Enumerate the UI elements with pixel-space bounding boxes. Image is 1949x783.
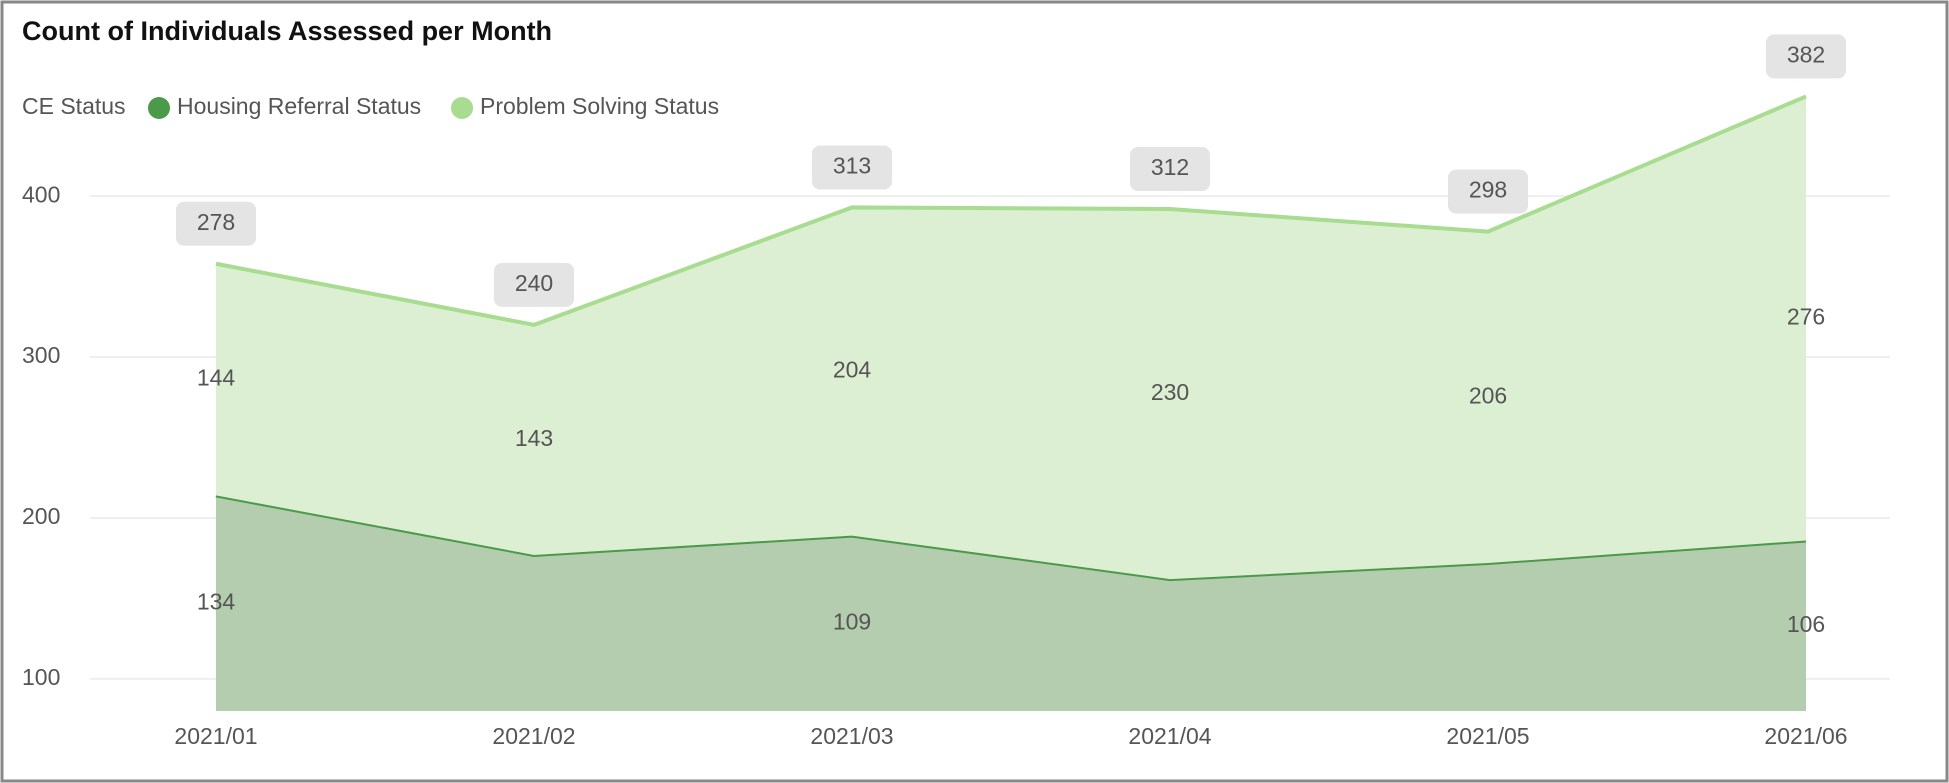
x-tick-label: 2021/02 bbox=[492, 723, 575, 749]
x-tick-label: 2021/04 bbox=[1128, 723, 1211, 749]
x-tick-label: 2021/06 bbox=[1764, 723, 1847, 749]
total-label-box bbox=[1766, 34, 1846, 79]
y-tick-label: 300 bbox=[22, 342, 60, 368]
chart-title: Count of Individuals Assessed per Month bbox=[22, 16, 552, 46]
total-label: 312 bbox=[1151, 154, 1189, 180]
data-label: 230 bbox=[1151, 379, 1189, 405]
total-label: 278 bbox=[197, 209, 235, 235]
legend-marker bbox=[148, 97, 170, 119]
area bbox=[216, 495, 1806, 711]
legend-title: CE Status bbox=[22, 93, 126, 119]
data-label: 144 bbox=[197, 365, 236, 391]
data-label: 143 bbox=[515, 425, 553, 451]
total-label: 313 bbox=[833, 153, 871, 179]
data-label: 106 bbox=[1787, 611, 1825, 637]
total-label: 382 bbox=[1787, 42, 1825, 68]
data-label: 134 bbox=[197, 588, 236, 614]
data-label: 109 bbox=[833, 608, 871, 634]
x-tick-label: 2021/05 bbox=[1446, 723, 1529, 749]
data-label: 276 bbox=[1787, 304, 1825, 330]
total-label: 240 bbox=[515, 270, 553, 296]
legend-marker bbox=[451, 97, 473, 119]
y-tick-label: 200 bbox=[22, 503, 60, 529]
total-label-box bbox=[1130, 147, 1210, 192]
area bbox=[216, 96, 1806, 580]
total-label-box bbox=[494, 262, 574, 307]
x-tick-label: 2021/03 bbox=[810, 723, 893, 749]
total-label-box bbox=[1448, 169, 1528, 214]
total-label-box bbox=[812, 145, 892, 190]
line bbox=[215, 94, 1807, 327]
data-label: 204 bbox=[833, 357, 872, 383]
y-tick-label: 100 bbox=[22, 664, 60, 690]
legend-label: Housing Referral Status bbox=[177, 93, 421, 119]
x-tick-label: 2021/01 bbox=[174, 723, 257, 749]
total-label: 298 bbox=[1469, 177, 1507, 203]
data-label: 206 bbox=[1469, 382, 1507, 408]
total-label-box bbox=[176, 201, 256, 246]
legend-label: Problem Solving Status bbox=[480, 93, 719, 119]
y-tick-label: 400 bbox=[22, 181, 60, 207]
